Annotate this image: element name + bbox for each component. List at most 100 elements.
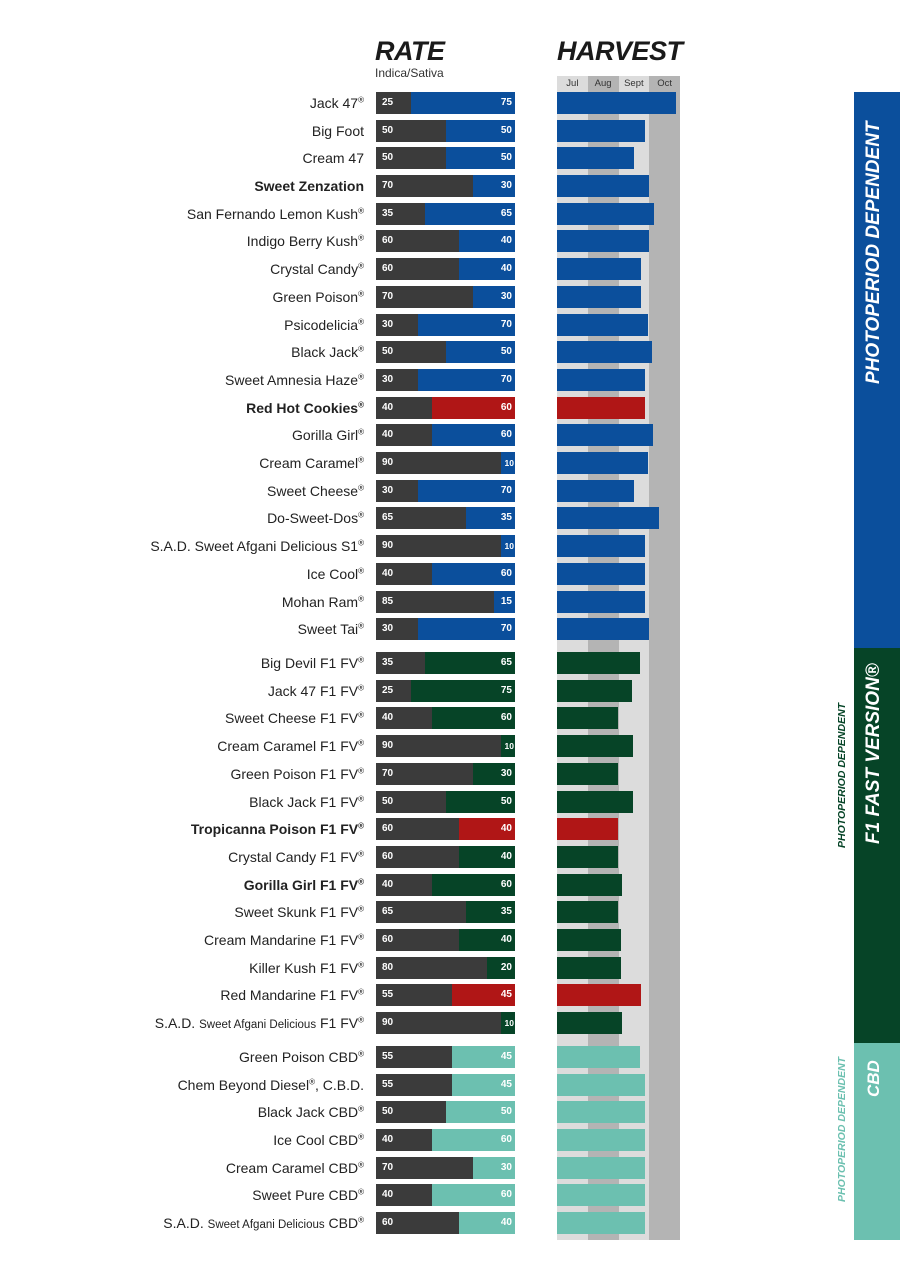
rate-bar: 70 30 [376,286,515,308]
indica-value-label: 55 [382,989,394,1000]
indica-value-label: 35 [382,657,394,668]
rate-bar: 80 20 [376,957,515,979]
harvest-bar [557,1157,645,1179]
sativa-value-label: 35 [500,512,512,523]
harvest-bar [557,874,622,896]
strain-name: Mohan Ram® [281,594,364,610]
strain-row: S.A.D. Sweet Afgani Delicious S1® 90 10 [0,535,900,557]
indica-segment: 90 [376,1012,502,1034]
sativa-value-label: 10 [504,541,514,551]
indica-value-label: 50 [382,1106,394,1117]
indica-segment: 70 [376,286,474,308]
sativa-value-label: 10 [504,458,514,468]
grid-col-oct [649,92,680,1240]
harvest-bar [557,1101,645,1123]
sativa-segment: 50 [445,1101,515,1123]
sativa-segment: 65 [424,652,515,674]
strain-name: Chem Beyond Diesel®, C.B.D. [177,1077,364,1093]
sativa-segment: 50 [445,147,515,169]
indica-value-label: 40 [382,568,394,579]
harvest-bar [557,1012,622,1034]
sativa-segment: 60 [431,424,515,446]
indica-value-label: 55 [382,1079,394,1090]
strain-name: Gorilla Girl® [291,427,364,443]
strain-row: Cream 47 50 50 [0,147,900,169]
strain-row: Big Devil F1 FV® 35 65 [0,652,900,674]
harvest-bar [557,507,660,529]
sativa-segment: 45 [452,984,515,1006]
harvest-bar [557,480,634,502]
indica-segment: 50 [376,120,446,142]
sativa-segment: 40 [459,258,515,280]
sativa-value-label: 50 [500,346,512,357]
harvest-bar [557,680,633,702]
indica-value-label: 60 [382,851,394,862]
sativa-value-label: 30 [500,180,512,191]
rate-bar: 50 50 [376,147,515,169]
indica-value-label: 35 [382,208,394,219]
harvest-bar [557,369,645,391]
harvest-bar [557,1184,645,1206]
sativa-value-label: 50 [500,796,512,807]
sativa-segment: 10 [501,1012,515,1034]
sativa-value-label: 40 [500,934,512,945]
indica-segment: 60 [376,1212,460,1234]
indica-segment: 60 [376,230,460,252]
strain-row: Mohan Ram® 85 15 [0,591,900,613]
strain-name: Sweet Cheese® [267,483,364,499]
indica-value-label: 30 [382,623,394,634]
band-title: F1 FAST VERSION® [863,663,884,844]
month-label-aug: Aug [587,76,619,92]
strain-name: Sweet Pure CBD® [252,1187,364,1203]
rate-bar: 30 70 [376,480,515,502]
sativa-segment: 70 [417,369,515,391]
sativa-value-label: 45 [500,1051,512,1062]
strain-name: Gorilla Girl F1 FV® [243,877,364,893]
strain-row: Indigo Berry Kush® 60 40 [0,230,900,252]
sativa-segment: 70 [417,314,515,336]
sativa-segment: 10 [501,735,515,757]
indica-segment: 40 [376,874,432,896]
harvest-bar [557,286,641,308]
indica-segment: 30 [376,480,418,502]
indica-segment: 65 [376,507,467,529]
indica-segment: 60 [376,929,460,951]
rate-bar: 50 50 [376,120,515,142]
indica-value-label: 65 [382,906,394,917]
strain-name: Green Poison® [272,289,364,305]
strain-row: Sweet Pure CBD® 40 60 [0,1184,900,1206]
strain-name: S.A.D. Sweet Afgani Delicious F1 FV® [154,1015,364,1031]
strain-row: Cream Caramel CBD® 70 30 [0,1157,900,1179]
indica-segment: 30 [376,314,418,336]
indica-value-label: 40 [382,879,394,890]
sativa-segment: 15 [494,591,515,613]
strain-name: Red Hot Cookies® [246,400,364,416]
indica-segment: 40 [376,563,432,585]
indica-value-label: 40 [382,429,394,440]
indica-value-label: 90 [382,1017,394,1028]
indica-value-label: 30 [382,319,394,330]
rate-bar: 40 60 [376,397,515,419]
indica-segment: 60 [376,846,460,868]
indica-segment: 60 [376,258,460,280]
sativa-value-label: 10 [504,741,514,751]
strain-name: Black Jack® [291,344,364,360]
harvest-bar [557,763,618,785]
band-cbd: CBD [854,1043,900,1240]
strain-row: Sweet Skunk F1 FV® 65 35 [0,901,900,923]
harvest-bar [557,735,633,757]
rate-bar: 50 50 [376,341,515,363]
indica-segment: 50 [376,147,446,169]
strain-row: Big Foot 50 50 [0,120,900,142]
harvest-bar [557,230,649,252]
indica-segment: 70 [376,763,474,785]
indica-value-label: 65 [382,512,394,523]
band-photoperiod: PHOTOPERIOD DEPENDENT [854,92,900,648]
indica-segment: 70 [376,175,474,197]
sativa-segment: 30 [473,286,515,308]
harvest-bar [557,314,649,336]
harvest-bar [557,984,641,1006]
strain-name: Black Jack CBD® [257,1104,364,1120]
strain-name: Cream Mandarine F1 FV® [204,932,364,948]
sativa-segment: 40 [459,1212,515,1234]
